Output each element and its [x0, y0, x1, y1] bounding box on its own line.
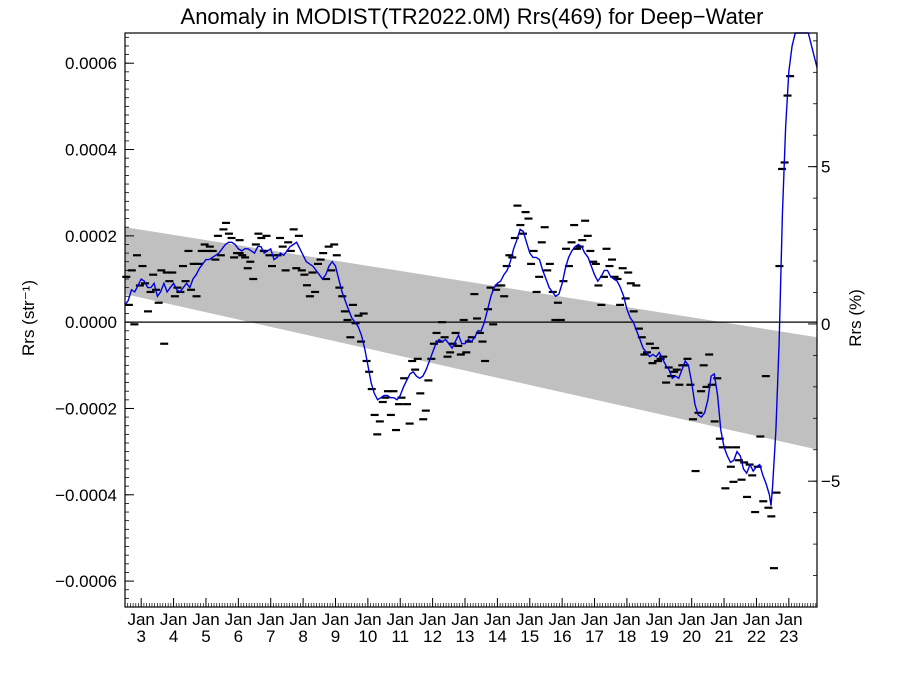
y-tick-label: 0.0004 — [65, 141, 117, 160]
x-tick-label: Jan — [516, 610, 543, 629]
x-tick-label: Jan — [678, 610, 705, 629]
x-tick-label: Jan — [646, 610, 673, 629]
x-tick-sublabel: 7 — [266, 627, 275, 646]
y-axis-label: Rrs (str⁻¹) — [19, 280, 38, 356]
y2-axis-label: Rrs (%) — [846, 289, 865, 347]
running-mean-line — [124, 32, 818, 506]
x-tick-sublabel: 15 — [520, 627, 539, 646]
x-tick-sublabel: 5 — [201, 627, 210, 646]
x-tick-label: Jan — [387, 610, 414, 629]
y-tick-label: −0.0004 — [55, 486, 117, 505]
chart-title: Anomaly in MODIST(TR2022.0M) Rrs(469) fo… — [181, 4, 764, 29]
running-mean-series — [124, 32, 818, 506]
x-tick-sublabel: 17 — [585, 627, 604, 646]
monthly-series — [122, 75, 795, 570]
x-tick-sublabel: 13 — [456, 627, 475, 646]
x-tick-label: Jan — [225, 610, 252, 629]
x-tick-label: Jan — [354, 610, 381, 629]
y2-tick-label: 0 — [821, 315, 830, 334]
x-tick-sublabel: 12 — [423, 627, 442, 646]
y-tick-label: 0.0002 — [65, 227, 117, 246]
x-tick-label: Jan — [613, 610, 640, 629]
y-tick-label: −0.0002 — [55, 399, 117, 418]
x-tick-sublabel: 3 — [136, 627, 145, 646]
x-tick-sublabel: 14 — [488, 627, 507, 646]
x-tick-label: Jan — [160, 610, 187, 629]
x-tick-label: Jan — [127, 610, 154, 629]
x-tick-label: Jan — [322, 610, 349, 629]
x-tick-label: Jan — [710, 610, 737, 629]
y-tick-label: 0.0006 — [65, 54, 117, 73]
x-tick-label: Jan — [581, 610, 608, 629]
x-tick-sublabel: 8 — [298, 627, 307, 646]
x-tick-sublabel: 9 — [331, 627, 340, 646]
x-tick-sublabel: 22 — [747, 627, 766, 646]
x-tick-label: Jan — [451, 610, 478, 629]
x-tick-sublabel: 23 — [779, 627, 798, 646]
x-tick-label: Jan — [775, 610, 802, 629]
y2-tick-label: 5 — [821, 158, 830, 177]
y-axis-left: 0.0006 0.0004 0.0002 0.0000 −0.0002 −0.0004 −0… — [55, 36, 134, 608]
x-tick-label: Jan — [289, 610, 316, 629]
x-tick-sublabel: 16 — [553, 627, 572, 646]
x-tick-sublabel: 20 — [682, 627, 701, 646]
x-tick-label: Jan — [743, 610, 770, 629]
x-tick-sublabel: 4 — [169, 627, 178, 646]
y-axis-right: 5 0 −5 — [808, 40, 840, 608]
y2-tick-label: −5 — [821, 472, 840, 491]
x-tick-sublabel: 10 — [358, 627, 377, 646]
x-tick-sublabel: 18 — [617, 627, 636, 646]
x-tick-sublabel: 11 — [391, 627, 409, 646]
x-tick-label: Jan — [419, 610, 446, 629]
x-tick-sublabel: 21 — [715, 627, 734, 646]
x-tick-label: Jan — [192, 610, 219, 629]
x-tick-sublabel: 19 — [650, 627, 669, 646]
x-axis: Jan3Jan4Jan5Jan6Jan7Jan8Jan9Jan10Jan11Ja… — [124, 598, 817, 646]
x-tick-label: Jan — [548, 610, 575, 629]
y-tick-label: 0.0000 — [65, 313, 117, 332]
y-tick-label: −0.0006 — [55, 572, 117, 591]
x-tick-label: Jan — [257, 610, 284, 629]
x-tick-sublabel: 6 — [234, 627, 243, 646]
x-tick-label: Jan — [484, 610, 511, 629]
plot-frame — [124, 32, 818, 608]
